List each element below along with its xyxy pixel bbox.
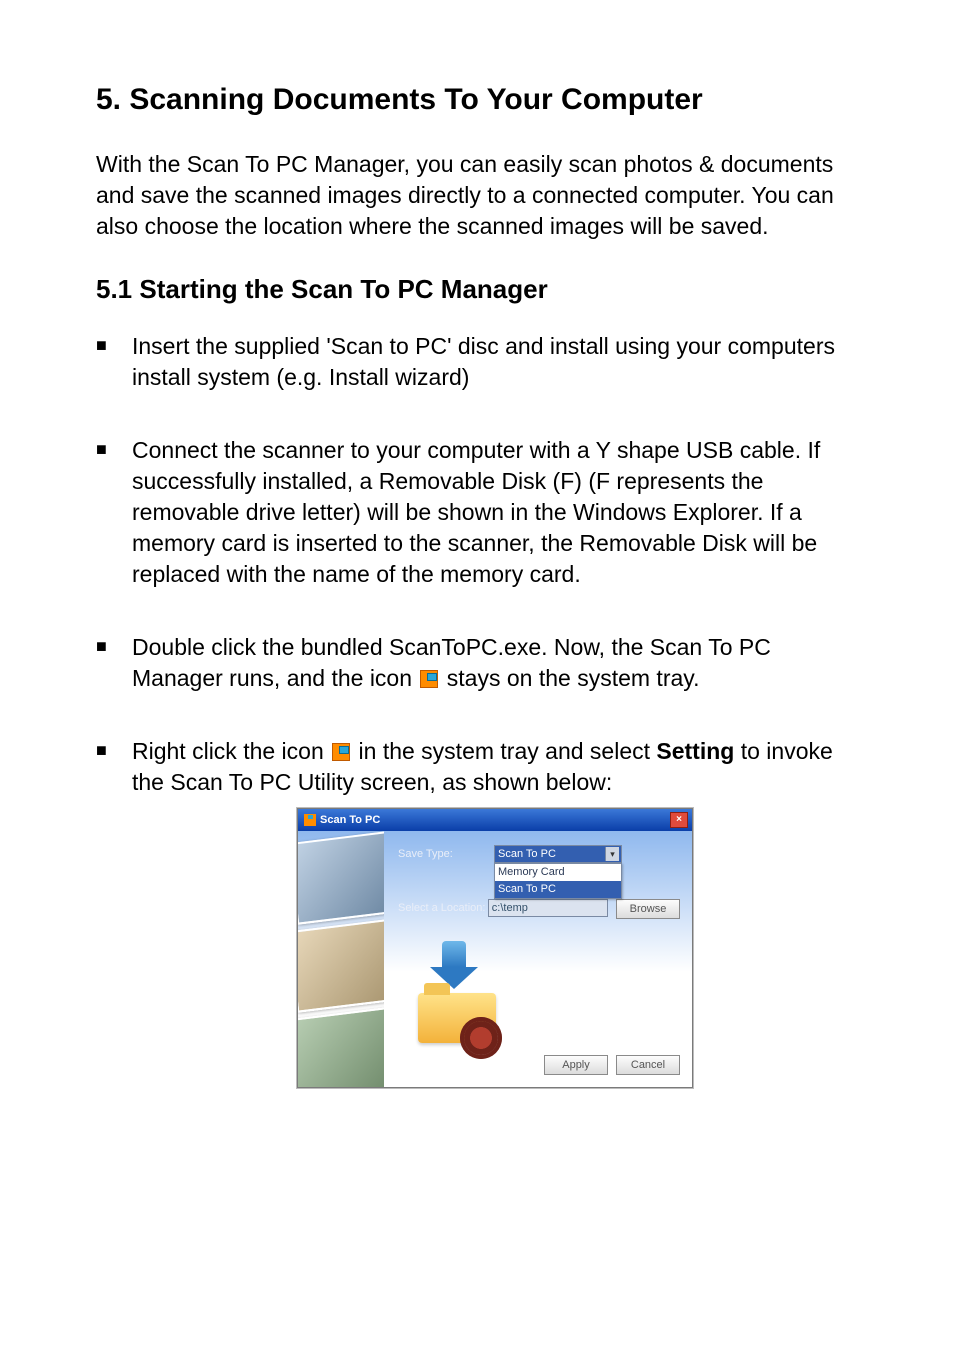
close-button[interactable]: × [670,812,688,828]
photo-strip [298,831,384,1087]
gear-icon [464,1021,498,1055]
bullet-text-part: Right click the icon [132,738,330,764]
bullet-text: Insert the supplied 'Scan to PC' disc an… [132,333,835,390]
decorative-photo [298,831,384,925]
dialog-title: Scan To PC [320,813,380,828]
decorative-photo [298,1007,384,1087]
save-type-combo-wrap: Scan To PC Memory Card Scan To PC [494,845,622,863]
form-row-save-type: Save Type: Scan To PC Memory Card Scan T… [398,845,680,863]
bullet-text-part: stays on the system tray. [440,665,699,691]
decorative-photo [298,919,384,1013]
bullet-text-part: in the system tray and select [352,738,656,764]
scan-to-pc-tray-icon [420,670,438,688]
bullet-text-strong: Setting [656,738,734,764]
form-row-location: Select a Location: c:\temp Browse [398,899,680,919]
scan-to-pc-tray-icon [332,743,350,761]
app-icon [304,814,316,826]
save-type-combo[interactable]: Scan To PC [494,845,622,863]
dialog-body: Save Type: Scan To PC Memory Card Scan T… [298,831,692,1087]
save-type-option-scan-to-pc[interactable]: Scan To PC [495,881,621,898]
dialog-titlebar: Scan To PC × [298,809,692,831]
bullet-item: Right click the icon in the system tray … [96,736,858,1088]
save-type-label: Save Type: [398,845,494,862]
cancel-button[interactable]: Cancel [616,1055,680,1075]
browse-button[interactable]: Browse [616,899,680,919]
location-label: Select a Location: [398,899,488,916]
intro-paragraph: With the Scan To PC Manager, you can eas… [96,149,858,242]
decorative-graphic [408,941,528,1051]
bullet-text: Connect the scanner to your computer wit… [132,437,820,587]
save-type-option-memory-card[interactable]: Memory Card [495,864,621,881]
arrow-down-icon [442,941,478,989]
subsection-heading: 5.1 Starting the Scan To PC Manager [96,272,858,307]
location-input[interactable]: c:\temp [488,899,608,917]
bullet-item: Insert the supplied 'Scan to PC' disc an… [96,331,858,393]
dialog-button-row: Apply Cancel [544,1055,680,1075]
bullet-list: Insert the supplied 'Scan to PC' disc an… [96,331,858,1089]
bullet-item: Connect the scanner to your computer wit… [96,435,858,590]
apply-button[interactable]: Apply [544,1055,608,1075]
save-type-dropdown-list: Memory Card Scan To PC [494,863,622,899]
bullet-item: Double click the bundled ScanToPC.exe. N… [96,632,858,694]
form-area: Save Type: Scan To PC Memory Card Scan T… [398,845,680,925]
section-heading: 5. Scanning Documents To Your Computer [96,80,858,121]
scan-to-pc-dialog: Scan To PC × Save Type: Scan To PC [297,808,693,1088]
